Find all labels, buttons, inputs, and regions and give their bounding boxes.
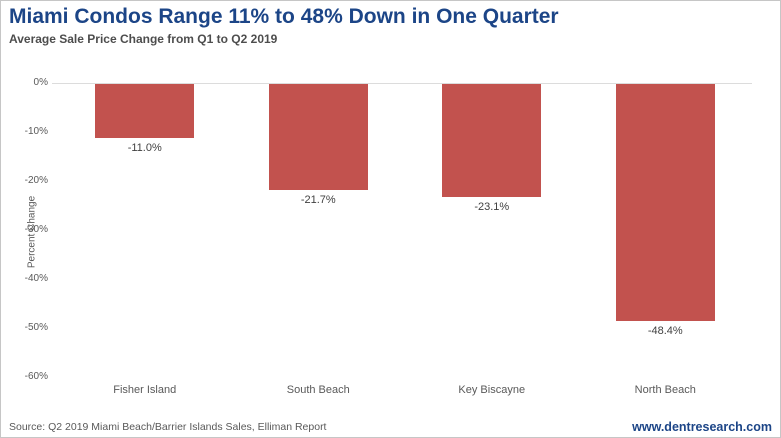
x-axis-label: South Beach [286, 384, 350, 396]
y-axis-tick: -30% [24, 224, 48, 235]
bar-value-label: -23.1% [474, 201, 510, 214]
bar-value-label: -11.0% [127, 141, 162, 154]
y-axis-tick: 0% [33, 77, 48, 88]
website-link: www.dentresearch.com [632, 420, 772, 434]
bar-value-label: -21.7% [300, 194, 336, 207]
page-title: Miami Condos Range 11% to 48% Down in On… [9, 5, 559, 28]
x-axis-label: Fisher Island [113, 384, 177, 396]
bar-key-biscayne [442, 84, 542, 198]
bar-north-beach [615, 84, 715, 322]
y-axis-tick: -60% [24, 371, 48, 382]
page-subtitle: Average Sale Price Change from Q1 to Q2 … [9, 32, 278, 46]
x-axis-label: North Beach [634, 384, 696, 396]
x-axis-label: Key Biscayne [458, 384, 526, 396]
y-axis-tick: -20% [24, 175, 48, 186]
zero-axis-line [52, 83, 752, 84]
y-axis-tick: -50% [24, 322, 48, 333]
y-axis-tick: -10% [24, 126, 48, 137]
source-note: Source: Q2 2019 Miami Beach/Barrier Isla… [9, 421, 327, 433]
bar-fisher-island [95, 84, 195, 138]
bar-value-label: -48.4% [647, 325, 683, 338]
bar-south-beach [268, 84, 368, 191]
y-axis-tick: -40% [24, 273, 48, 284]
